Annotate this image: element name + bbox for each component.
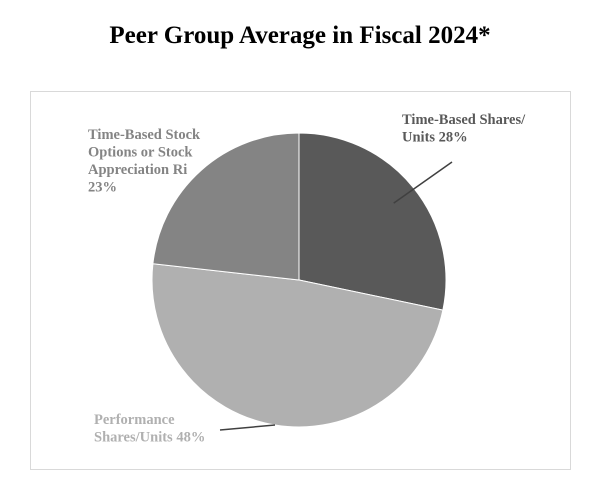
leader-line-time-based-shares-units [393, 161, 453, 204]
chart-title: Peer Group Average in Fiscal 2024* [109, 22, 491, 49]
data-label-line: Time-Based Stock [88, 127, 201, 143]
pie-slice-performance-shares-units [151, 263, 444, 428]
pie-slice-time-based-shares-units [298, 132, 447, 311]
data-label-line: 23% [88, 180, 117, 196]
leader-lines [219, 161, 453, 431]
data-label-line: Units 28% [402, 130, 468, 146]
leader-line-performance-shares-units [219, 424, 276, 431]
data-label-time-based-stock-options-or-stock-appreciation-rights: Time-Based Stock Options or Stock Apprecia… [88, 127, 201, 196]
pie-slice-time-based-stock-options-or-stock-appreciation-rights [152, 132, 300, 281]
data-label-line: Options or Stock [88, 145, 193, 161]
data-label-line: Time-Based Shares/ [402, 112, 526, 128]
data-label-line: Appreciation Ri [88, 162, 187, 178]
slice-labels: Time-Based Shares/Units 28% Performance Sh… [88, 112, 526, 446]
chart-area [30, 91, 571, 470]
data-label-time-based-shares-units: Time-Based Shares/Units 28% [402, 112, 526, 146]
data-label-performance-shares-units: Performance Shares/Units 48% [94, 412, 205, 446]
data-label-line: Performance [94, 412, 175, 428]
pie-slices [151, 132, 447, 428]
data-label-line: Shares/Units 48% [94, 430, 205, 446]
